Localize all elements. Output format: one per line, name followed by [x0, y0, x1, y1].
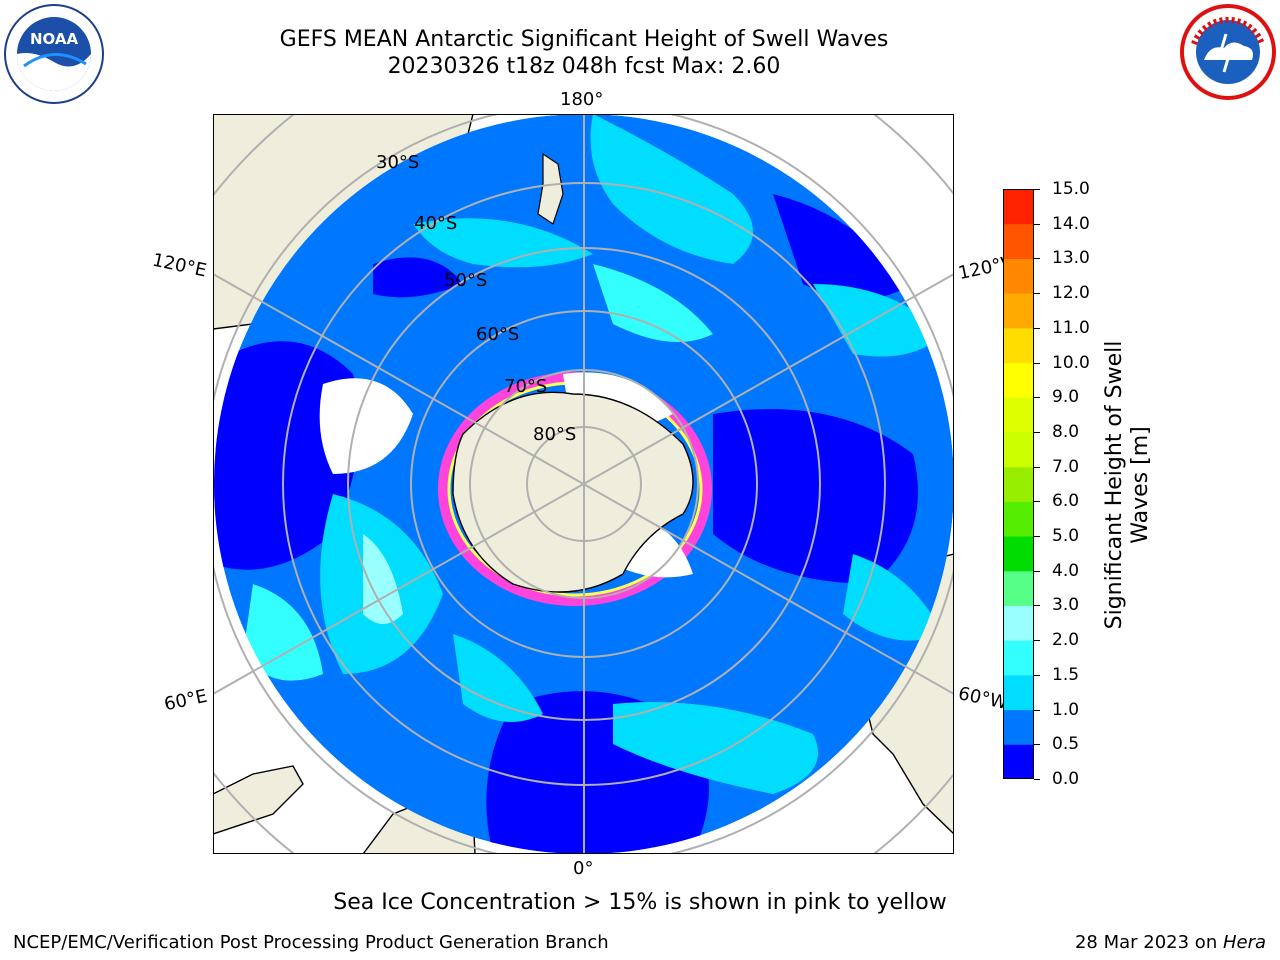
latitude-label-40s: 40°S — [414, 213, 458, 234]
colorbar-tick-label: 3.0 — [1052, 595, 1080, 616]
footer-date: 28 Mar 2023 on Hera — [1075, 932, 1266, 953]
colorbar-tick-mark — [1034, 709, 1040, 711]
colorbar-tick-label: 10.0 — [1052, 352, 1090, 373]
colorbar-segment — [1003, 327, 1034, 364]
colorbar-tick-mark — [1034, 570, 1040, 572]
colorbar-tick-mark — [1034, 605, 1040, 607]
colorbar-tick-mark — [1034, 536, 1040, 538]
colorbar-tick-mark — [1034, 258, 1040, 260]
longitude-label-180: 180° — [560, 89, 604, 110]
colorbar-tick-mark — [1034, 327, 1040, 329]
longitude-label-60e: 60°E — [162, 685, 209, 716]
colorbar-tick-label: 12.0 — [1052, 283, 1090, 304]
colorbar-segment — [1003, 397, 1034, 433]
colorbar-tick-label: 9.0 — [1052, 387, 1080, 408]
colorbar — [1003, 189, 1034, 779]
colorbar-tick-label: 6.0 — [1052, 491, 1080, 512]
colorbar-segment — [1003, 293, 1034, 329]
colorbar-tick-label: 0.5 — [1052, 734, 1080, 755]
colorbar-segment — [1003, 674, 1034, 711]
footer-host: Hera — [1222, 932, 1266, 953]
colorbar-segment — [1003, 536, 1034, 572]
longitude-label-0: 0° — [573, 858, 594, 879]
polar-map — [213, 114, 954, 854]
colorbar-tick-label: 5.0 — [1052, 526, 1080, 547]
colorbar-tick-mark — [1034, 293, 1040, 295]
colorbar-tick-mark — [1034, 779, 1040, 780]
longitude-label-120e: 120°E — [150, 249, 209, 282]
colorbar-segment — [1003, 223, 1034, 259]
latitude-label-70s: 70°S — [504, 376, 548, 397]
colorbar-tick-label: 0.0 — [1052, 769, 1080, 789]
colorbar-tick-label: 8.0 — [1052, 421, 1080, 442]
colorbar-tick-mark — [1034, 744, 1040, 746]
colorbar-tick-label: 4.0 — [1052, 560, 1080, 581]
latitude-label-30s: 30°S — [376, 152, 420, 173]
colorbar-segment — [1003, 640, 1034, 676]
noaa-logo-text: NOAA — [30, 30, 79, 48]
colorbar-tick-label: 13.0 — [1052, 248, 1090, 269]
latitude-label-80s: 80°S — [533, 424, 577, 445]
colorbar-tick-mark — [1034, 189, 1040, 190]
colorbar-segment — [1003, 466, 1034, 502]
chart-subtitle: 20230326 t18z 048h fcst Max: 2.60 — [387, 54, 781, 79]
national-weather-service-logo-icon — [1180, 4, 1276, 100]
colorbar-border — [1003, 189, 1034, 779]
colorbar-tick-mark — [1034, 640, 1040, 642]
colorbar-tick-mark — [1034, 397, 1040, 399]
longitude-label-60w: 60°W — [956, 683, 1010, 714]
colorbar-tick-mark — [1034, 431, 1040, 433]
footer-branch: NCEP/EMC/Verification Post Processing Pr… — [13, 932, 609, 953]
colorbar-tick-label: 11.0 — [1052, 317, 1090, 338]
colorbar-tick-label: 1.5 — [1052, 664, 1080, 685]
colorbar-tick-mark — [1034, 223, 1040, 225]
colorbar-segment — [1003, 501, 1034, 537]
colorbar-tick-label: 7.0 — [1052, 456, 1080, 477]
colorbar-segment — [1003, 362, 1034, 398]
colorbar-segment — [1003, 605, 1034, 641]
colorbar-tick-mark — [1034, 362, 1040, 364]
colorbar-tick-label: 1.0 — [1052, 699, 1080, 720]
colorbar-tick-mark — [1034, 674, 1040, 676]
colorbar-segment — [1003, 189, 1034, 225]
colorbar-tick-label: 14.0 — [1052, 213, 1090, 234]
colorbar-tick-mark — [1034, 501, 1040, 503]
noaa-logo-icon: NOAA — [4, 4, 104, 104]
colorbar-tick-label: 15.0 — [1052, 179, 1090, 199]
colorbar-tick-label: 2.0 — [1052, 630, 1080, 651]
sea-ice-note: Sea Ice Concentration > 15% is shown in … — [333, 890, 947, 915]
footer-date-text: 28 Mar 2023 on — [1074, 932, 1223, 953]
graticule — [213, 114, 954, 854]
colorbar-segment — [1003, 431, 1034, 468]
colorbar-segment — [1003, 570, 1034, 606]
latitude-label-50s: 50°S — [444, 270, 488, 291]
colorbar-segment — [1003, 258, 1034, 294]
colorbar-label: Significant Height of Swell Waves [m] — [1102, 340, 1153, 630]
colorbar-segment — [1003, 744, 1034, 779]
colorbar-tick-mark — [1034, 466, 1040, 468]
latitude-label-60s: 60°S — [476, 324, 520, 345]
chart-title: GEFS MEAN Antarctic Significant Height o… — [279, 27, 889, 52]
colorbar-segment — [1003, 709, 1034, 745]
